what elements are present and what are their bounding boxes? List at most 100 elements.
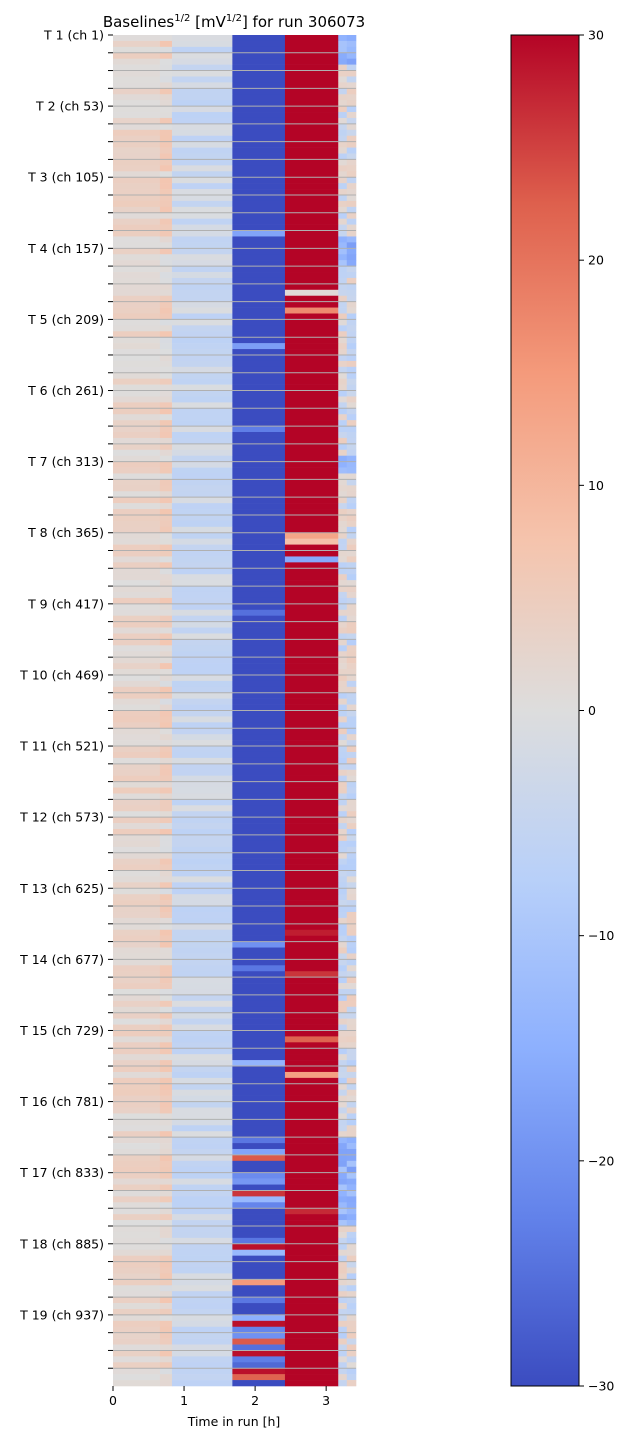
heatmap-cell bbox=[284, 1066, 339, 1073]
heatmap-cell bbox=[338, 1303, 348, 1310]
heatmap-cell bbox=[346, 852, 357, 859]
heatmap-cell bbox=[113, 106, 161, 113]
heatmap-cell bbox=[113, 230, 161, 237]
heatmap-cell bbox=[232, 781, 286, 788]
heatmap-cell bbox=[338, 40, 348, 48]
heatmap-cell bbox=[284, 206, 339, 214]
y-tick-label: T 14 (ch 677) bbox=[19, 952, 104, 967]
heatmap-cell bbox=[284, 266, 339, 273]
heatmap-cell bbox=[159, 1273, 173, 1280]
heatmap-cell bbox=[171, 1036, 233, 1043]
heatmap-cell bbox=[232, 455, 286, 462]
heatmap-cell bbox=[338, 159, 348, 166]
heatmap-cell bbox=[232, 1166, 286, 1173]
heatmap-cell bbox=[338, 212, 348, 219]
y-axis: T 1 (ch 1)T 2 (ch 53)T 3 (ch 105)T 4 (ch… bbox=[19, 28, 113, 1369]
heatmap-cell bbox=[346, 1255, 357, 1262]
heatmap-cell bbox=[346, 769, 357, 776]
heatmap-cell bbox=[338, 1326, 348, 1333]
heatmap-cell bbox=[113, 609, 161, 616]
heatmap-cell bbox=[171, 485, 233, 492]
heatmap-cell bbox=[159, 112, 173, 119]
heatmap-cell bbox=[113, 283, 161, 291]
heatmap-cell bbox=[232, 669, 286, 676]
heatmap-cell bbox=[284, 1279, 339, 1286]
heatmap-cell bbox=[232, 88, 286, 95]
heatmap-cell bbox=[284, 52, 339, 60]
heatmap-cell bbox=[232, 568, 286, 575]
heatmap-cell bbox=[159, 212, 173, 219]
heatmap-cell bbox=[171, 900, 233, 907]
heatmap-cell bbox=[171, 591, 233, 599]
heatmap-cell bbox=[346, 971, 357, 978]
heatmap-cell bbox=[232, 153, 286, 160]
heatmap-cell bbox=[113, 200, 161, 208]
heatmap-cell bbox=[113, 254, 161, 261]
heatmap-cell bbox=[232, 1237, 286, 1245]
heatmap-cell bbox=[346, 1089, 357, 1096]
colorbar-tick-label: 20 bbox=[588, 253, 604, 268]
heatmap-cell bbox=[232, 230, 286, 237]
heatmap-cell bbox=[159, 117, 173, 125]
heatmap-cell bbox=[284, 1261, 339, 1268]
heatmap-cell bbox=[113, 716, 161, 723]
heatmap-cell bbox=[346, 621, 357, 628]
heatmap-cell bbox=[113, 550, 161, 557]
heatmap-cell bbox=[232, 1255, 286, 1262]
heatmap-cell bbox=[232, 1143, 286, 1150]
heatmap-cell bbox=[346, 520, 357, 528]
heatmap-cell bbox=[346, 1101, 357, 1108]
heatmap-cell bbox=[159, 1190, 173, 1197]
heatmap-cell bbox=[346, 983, 357, 990]
heatmap-cell bbox=[232, 437, 286, 445]
heatmap-cell bbox=[159, 349, 173, 356]
y-tick-label: T 9 (ch 417) bbox=[27, 596, 104, 611]
heatmap-cell bbox=[346, 1320, 357, 1328]
heatmap-cell bbox=[232, 467, 286, 474]
heatmap-cell bbox=[346, 106, 357, 113]
heatmap-cell bbox=[232, 983, 286, 990]
heatmap-cell bbox=[113, 236, 161, 243]
heatmap-cell bbox=[171, 147, 233, 154]
heatmap-cell bbox=[159, 384, 173, 391]
heatmap-cell bbox=[346, 633, 357, 640]
heatmap-cell bbox=[159, 1285, 173, 1292]
heatmap-cell bbox=[159, 846, 173, 854]
heatmap-cell bbox=[113, 710, 161, 717]
heatmap-cell bbox=[284, 971, 339, 978]
heatmap-cell bbox=[338, 277, 348, 285]
heatmap-cell bbox=[159, 491, 173, 498]
heatmap-cell bbox=[284, 538, 339, 545]
heatmap-cell bbox=[338, 437, 348, 445]
heatmap-cell bbox=[346, 455, 357, 462]
heatmap-cell bbox=[171, 716, 233, 723]
heatmap-cell bbox=[284, 846, 339, 854]
heatmap-cell bbox=[338, 491, 348, 498]
heatmap-cell bbox=[159, 129, 173, 137]
heatmap-cell bbox=[232, 1060, 286, 1067]
heatmap-cell bbox=[171, 680, 233, 688]
heatmap-cell bbox=[159, 621, 173, 628]
heatmap-cell bbox=[159, 390, 173, 397]
heatmap-cell bbox=[159, 135, 173, 142]
heatmap-cell bbox=[171, 1095, 233, 1102]
heatmap-cell bbox=[346, 526, 357, 534]
heatmap-cell bbox=[113, 117, 161, 125]
heatmap-cell bbox=[284, 1137, 339, 1144]
heatmap-cell bbox=[159, 1208, 173, 1215]
heatmap-cell bbox=[338, 710, 348, 717]
heatmap-cell bbox=[113, 686, 161, 694]
heatmap-cell bbox=[338, 621, 348, 628]
heatmap-cell bbox=[171, 769, 233, 776]
heatmap-cell bbox=[113, 728, 161, 735]
heatmap-cell bbox=[159, 1101, 173, 1108]
heatmap-cell bbox=[338, 295, 348, 302]
heatmap-cell bbox=[346, 153, 357, 160]
heatmap-cell bbox=[346, 1368, 357, 1375]
heatmap-cell bbox=[338, 360, 348, 368]
heatmap-cell bbox=[113, 1326, 161, 1333]
heatmap-cell bbox=[284, 568, 339, 575]
heatmap-cell bbox=[284, 698, 339, 705]
heatmap-cell bbox=[113, 408, 161, 415]
